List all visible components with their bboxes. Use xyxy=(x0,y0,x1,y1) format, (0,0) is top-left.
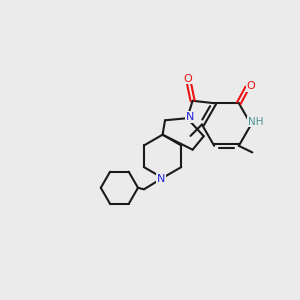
Text: NH: NH xyxy=(248,116,264,127)
Text: N: N xyxy=(157,174,165,184)
Text: N: N xyxy=(185,112,194,122)
Text: O: O xyxy=(183,74,192,84)
Text: O: O xyxy=(246,81,255,91)
